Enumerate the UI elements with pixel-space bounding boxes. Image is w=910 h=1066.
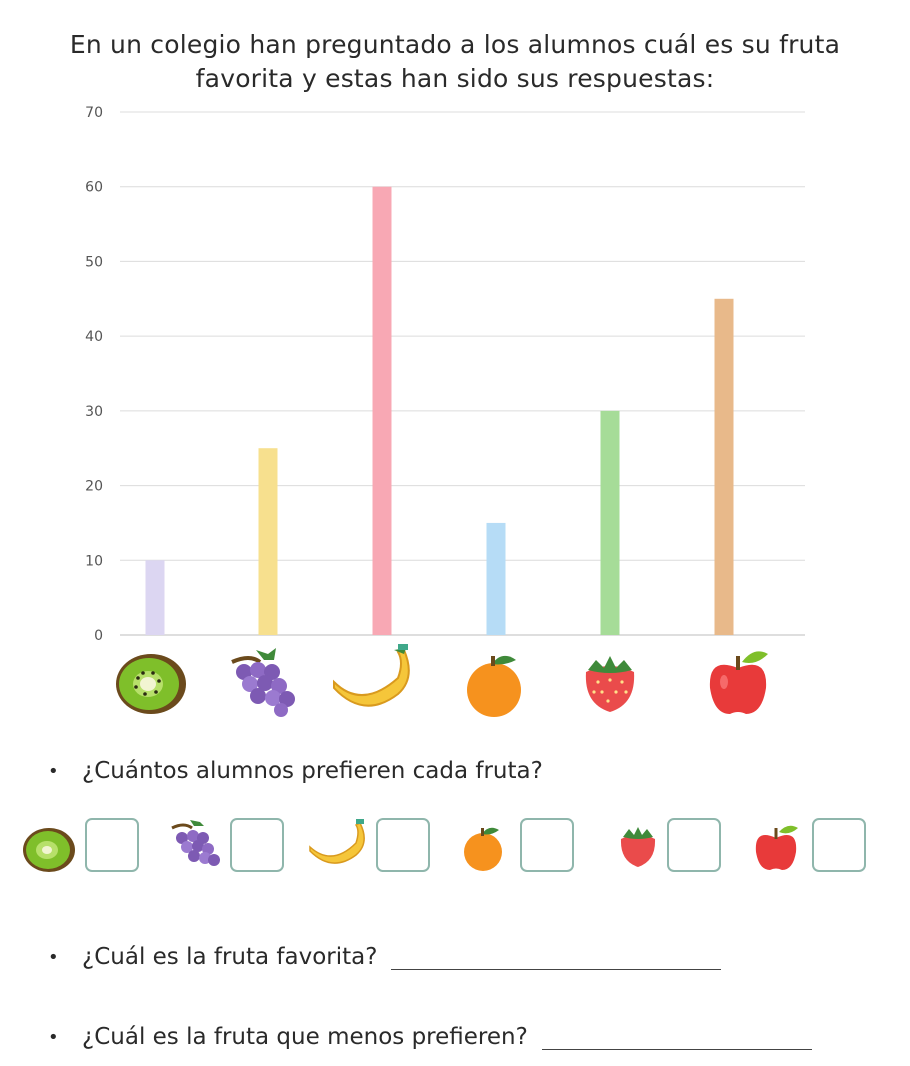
answer-box-strawberry[interactable]	[667, 818, 721, 872]
answer-box-banana[interactable]	[376, 818, 430, 872]
bar-fresa	[600, 410, 620, 635]
answer-box-grapes[interactable]	[230, 818, 284, 872]
bar-kiwi	[145, 560, 165, 635]
question-2-text: ¿Cuál es la fruta favorita?	[82, 944, 378, 970]
answer-row	[0, 818, 910, 878]
title-line-1: En un colegio han preguntado a los alumn…	[69, 30, 841, 59]
orange-icon	[464, 827, 502, 871]
y-tick-label: 70	[85, 105, 103, 121]
answer-box-kiwi[interactable]	[85, 818, 139, 872]
banana-icon	[309, 819, 365, 864]
y-tick-label: 0	[94, 628, 103, 644]
bar-naranja	[486, 522, 506, 635]
bullet: •	[48, 1026, 59, 1048]
grapes-icon	[231, 648, 295, 717]
banana-icon	[333, 644, 410, 707]
answer-line-least[interactable]	[541, 1025, 812, 1050]
apple-icon	[755, 825, 798, 870]
y-tick-label: 30	[85, 404, 103, 420]
y-tick-label: 20	[85, 479, 103, 495]
kiwi-icon	[23, 828, 75, 872]
answer-box-apple[interactable]	[812, 818, 866, 872]
y-tick-label: 60	[85, 180, 103, 196]
strawberry-icon	[585, 656, 635, 712]
title-line-2: favorita y estas han sido sus respuestas…	[195, 64, 715, 93]
orange-icon	[467, 655, 521, 717]
answer-line-favorite[interactable]	[391, 945, 722, 970]
strawberry-icon	[620, 827, 656, 867]
y-tick-label: 50	[85, 254, 103, 270]
question-1: • ¿Cuántos alumnos prefieren cada fruta?	[48, 758, 543, 784]
bar-uvas	[258, 448, 278, 635]
question-1-text: ¿Cuántos alumnos prefieren cada fruta?	[82, 758, 543, 784]
question-3: • ¿Cuál es la fruta que menos prefieren?	[48, 1024, 812, 1050]
question-2: • ¿Cuál es la fruta favorita?	[48, 944, 722, 970]
bullet: •	[48, 946, 59, 968]
apple-icon	[709, 651, 768, 714]
y-tick-label: 10	[85, 553, 103, 569]
answer-box-orange[interactable]	[520, 818, 574, 872]
grapes-icon	[171, 820, 220, 866]
y-tick-label: 40	[85, 329, 103, 345]
question-3-text: ¿Cuál es la fruta que menos prefieren?	[82, 1024, 528, 1050]
bar-plátano	[372, 186, 392, 635]
kiwi-icon	[116, 654, 186, 714]
bar-chart: 0 10 20 30 40 50 60 70	[85, 105, 805, 717]
bar-manzana	[714, 298, 734, 635]
bullet: •	[48, 760, 59, 782]
